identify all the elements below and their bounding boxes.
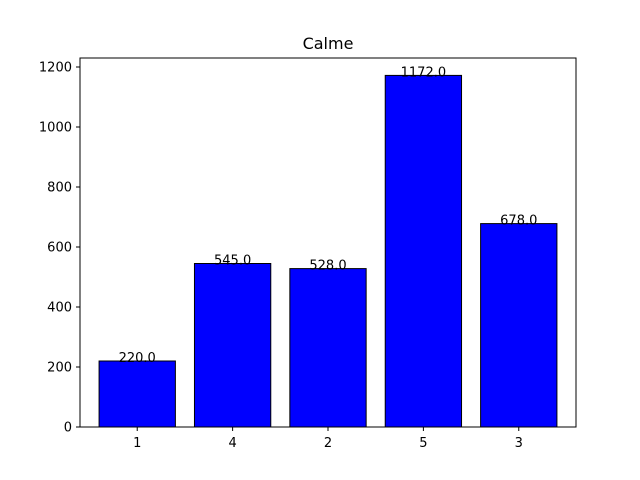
bars-group (98, 74, 558, 428)
y-tick-label: 1200 (39, 61, 72, 76)
y-tick-label: 600 (47, 241, 72, 256)
y-tick-label: 800 (47, 181, 72, 196)
bar-2 (289, 268, 367, 428)
x-tick-label: 1 (133, 436, 141, 451)
bar-5 (384, 74, 463, 428)
y-tick-label: 1000 (39, 121, 72, 136)
y-tick-label: 200 (47, 361, 72, 376)
bar-value-label: 220.0 (119, 351, 156, 366)
bar-value-label: 528.0 (309, 259, 346, 274)
x-axis: 1 4 2 5 3 (133, 427, 523, 451)
bar-value-label: 545.0 (214, 254, 251, 269)
x-tick-label: 3 (515, 436, 523, 451)
y-tick-label: 0 (64, 421, 72, 436)
y-axis: 0 200 400 600 800 1000 1200 (39, 61, 80, 436)
y-tick-label: 400 (47, 301, 72, 316)
x-tick-label: 5 (419, 436, 427, 451)
bar-3 (480, 223, 558, 428)
bar-value-label: 1172.0 (401, 65, 447, 80)
bar-value-label: 678.0 (500, 214, 537, 229)
x-tick-label: 2 (324, 436, 332, 451)
bar-4 (193, 263, 272, 428)
x-tick-label: 4 (228, 436, 236, 451)
bar-1 (98, 360, 176, 428)
plot-frame (79, 57, 577, 428)
bar-labels-group: 220.0 545.0 528.0 1172.0 678.0 (119, 65, 538, 366)
chart-title: Calme (303, 34, 354, 53)
